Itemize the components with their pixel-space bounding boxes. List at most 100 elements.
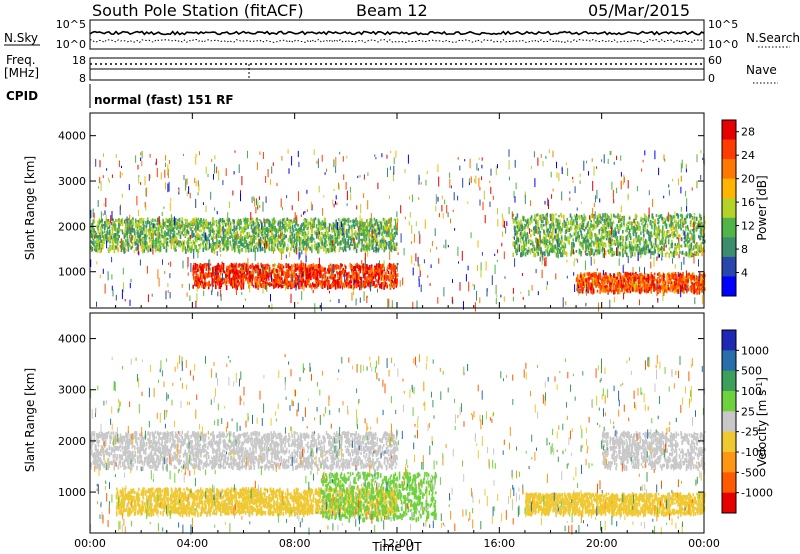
data-cell — [661, 230, 664, 234]
data-cell — [154, 240, 157, 246]
data-cell — [199, 277, 201, 280]
data-cell — [529, 239, 532, 242]
data-cell — [651, 224, 653, 230]
data-cell — [512, 241, 515, 247]
data-cell — [601, 235, 604, 240]
data-cell — [644, 221, 647, 226]
data-cell — [258, 219, 260, 222]
data-cell — [271, 237, 273, 243]
data-cell — [392, 263, 395, 268]
data-cell — [309, 272, 312, 277]
data-cell — [653, 232, 655, 236]
data-cell — [531, 241, 534, 245]
data-cell — [311, 285, 313, 290]
data-cell — [164, 234, 166, 237]
data-cell — [142, 237, 145, 243]
data-cell — [374, 222, 376, 226]
data-cell — [350, 275, 353, 278]
data-cell — [265, 244, 267, 248]
data-cell — [516, 225, 519, 229]
data-cell — [258, 238, 260, 244]
data-cell — [524, 241, 526, 247]
data-cell — [541, 215, 543, 218]
data-cell — [548, 249, 551, 253]
data-cell — [195, 219, 198, 223]
data-cell — [324, 281, 326, 285]
data-cell — [356, 262, 358, 267]
data-cell — [341, 218, 344, 222]
data-cell — [362, 268, 364, 273]
data-cell — [641, 251, 644, 255]
data-cell — [227, 269, 229, 275]
data-cell — [176, 232, 178, 235]
data-cell — [219, 280, 222, 284]
data-cell — [362, 228, 365, 233]
data-cell — [271, 240, 273, 245]
data-cell — [670, 215, 673, 219]
nave-label: Nave — [746, 63, 777, 77]
data-cell — [265, 273, 267, 278]
data-cell — [371, 273, 374, 277]
data-cell — [330, 265, 333, 269]
data-cell — [377, 272, 379, 276]
data-cell — [358, 274, 360, 278]
data-cell — [613, 251, 615, 254]
data-cell — [388, 262, 391, 268]
data-cell — [115, 218, 117, 223]
data-cell — [569, 233, 571, 237]
data-cell — [540, 219, 543, 224]
data-cell — [238, 263, 241, 266]
data-cell — [178, 241, 180, 247]
data-cell — [581, 242, 584, 248]
data-cell — [581, 234, 583, 239]
data-cell — [377, 263, 379, 269]
data-cell — [312, 263, 315, 267]
data-cell — [182, 227, 184, 232]
data-cell — [194, 281, 197, 285]
data-cell — [98, 218, 101, 223]
data-cell — [167, 229, 169, 234]
data-cell — [356, 272, 358, 278]
data-cell — [227, 232, 230, 236]
data-cell — [590, 213, 593, 218]
data-cell — [148, 238, 151, 243]
data-cell — [271, 269, 273, 273]
data-cell — [513, 246, 516, 249]
data-cell — [174, 225, 176, 229]
data-cell — [671, 217, 673, 221]
data-cell — [547, 228, 549, 232]
data-cell — [237, 275, 240, 278]
data-cell — [697, 220, 700, 226]
data-cell — [677, 214, 679, 219]
data-cell — [214, 280, 217, 286]
data-cell — [625, 246, 628, 250]
data-cell — [123, 232, 125, 237]
data-cell — [192, 265, 195, 270]
data-cell — [679, 234, 681, 237]
data-cell — [573, 227, 576, 231]
data-cell — [703, 220, 706, 224]
data-cell — [366, 242, 369, 247]
data-cell — [358, 270, 361, 275]
data-cell — [616, 250, 619, 256]
data-cell — [361, 238, 363, 242]
data-cell — [117, 228, 119, 234]
data-cell — [304, 280, 306, 286]
data-cell — [344, 230, 346, 235]
data-cell — [383, 238, 386, 242]
data-cell — [213, 243, 216, 247]
data-cell — [702, 238, 704, 242]
data-cell — [601, 242, 604, 247]
data-cell — [388, 234, 391, 238]
data-cell — [103, 224, 105, 227]
data-cell — [321, 266, 324, 271]
data-cell — [266, 226, 269, 230]
data-cell — [545, 234, 547, 240]
data-cell — [630, 247, 633, 252]
data-cell — [378, 263, 380, 268]
data-cell — [139, 219, 141, 223]
data-cell — [240, 238, 243, 244]
data-cell — [226, 248, 228, 252]
data-cell — [148, 221, 151, 225]
data-cell — [109, 245, 111, 249]
